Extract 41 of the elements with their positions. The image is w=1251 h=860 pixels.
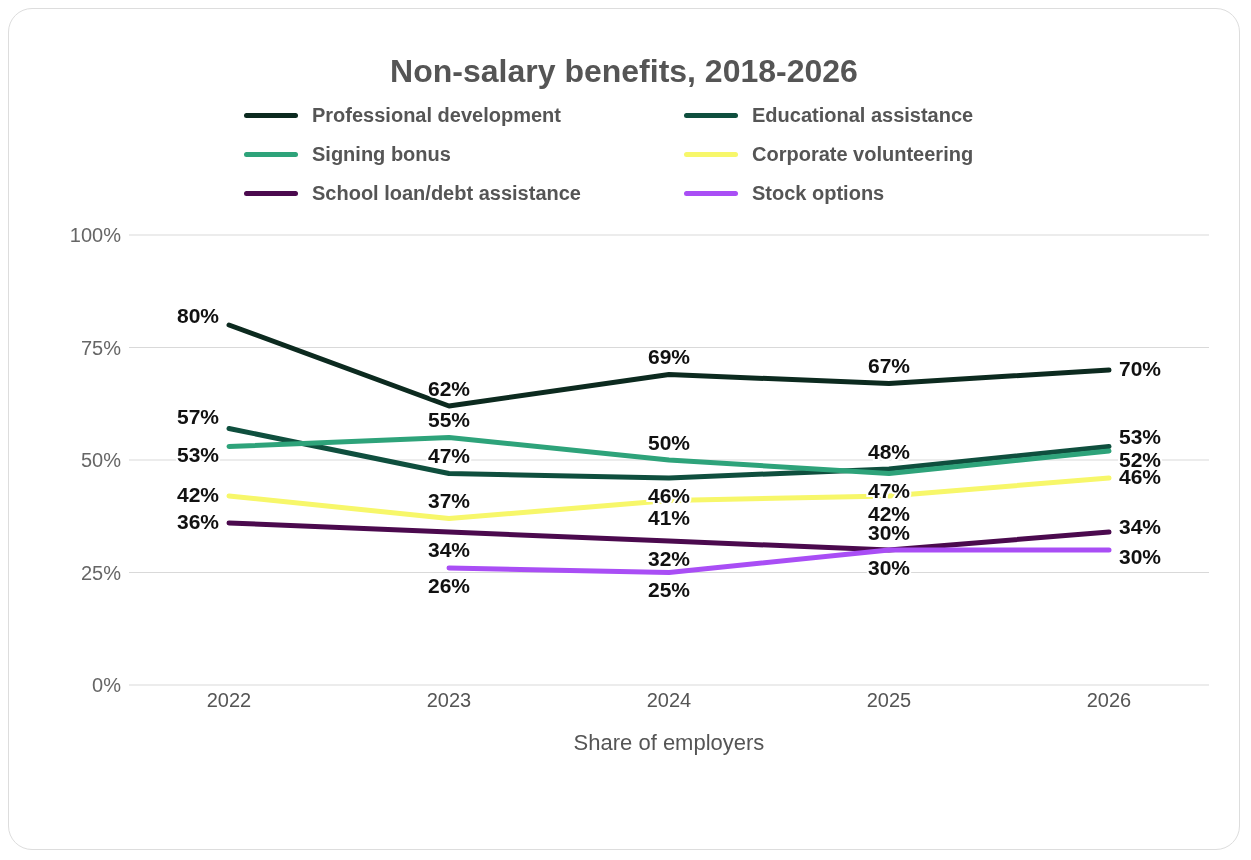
data-label: 32% [647, 546, 691, 570]
y-tick-label: 50% [80, 449, 122, 472]
data-label: 30% [1119, 544, 1162, 568]
data-label: 34% [1119, 514, 1162, 538]
legend-label: Signing bonus [312, 143, 451, 166]
data-label: 53% [176, 443, 220, 467]
data-label: 55% [427, 408, 471, 432]
x-tick-label: 2022 [206, 689, 252, 712]
data-label: 30% [867, 555, 911, 579]
data-label: 50% [647, 430, 691, 454]
data-label: 69% [647, 345, 691, 369]
data-label: 36% [176, 509, 220, 533]
y-tick-label: 0% [92, 674, 122, 697]
legend-label: School loan/debt assistance [312, 182, 581, 205]
legend-label: Corporate volunteering [752, 143, 974, 166]
data-label: 37% [427, 489, 471, 513]
x-tick-label: 2025 [866, 689, 912, 712]
data-label: 26% [427, 573, 471, 597]
chart-title: Non-salary benefits, 2018-2026 [389, 53, 859, 90]
y-tick-label: 75% [80, 336, 122, 359]
data-label: 67% [867, 354, 911, 378]
y-tick-label: 25% [80, 561, 122, 584]
data-label: 53% [1119, 425, 1162, 449]
data-label: 47% [427, 444, 471, 468]
legend-label: Educational assistance [752, 104, 974, 127]
x-tick-label: 2024 [646, 689, 692, 712]
data-label: 80% [176, 303, 220, 327]
y-tick-label: 100% [69, 224, 122, 247]
x-tick-label: 2026 [1086, 689, 1132, 712]
data-label: 25% [647, 578, 691, 602]
data-label: 62% [427, 376, 471, 400]
data-label: 34% [427, 537, 471, 561]
x-tick-label: 2023 [426, 689, 472, 712]
legend-label: Professional development [312, 104, 561, 127]
data-label: 41% [647, 506, 691, 530]
data-label: 70% [1119, 356, 1162, 380]
x-axis-title: Share of employers [573, 730, 765, 755]
data-label: 48% [867, 439, 911, 463]
legend-label: Stock options [752, 182, 885, 205]
data-label: 42% [176, 482, 220, 506]
data-label: 57% [176, 405, 220, 429]
